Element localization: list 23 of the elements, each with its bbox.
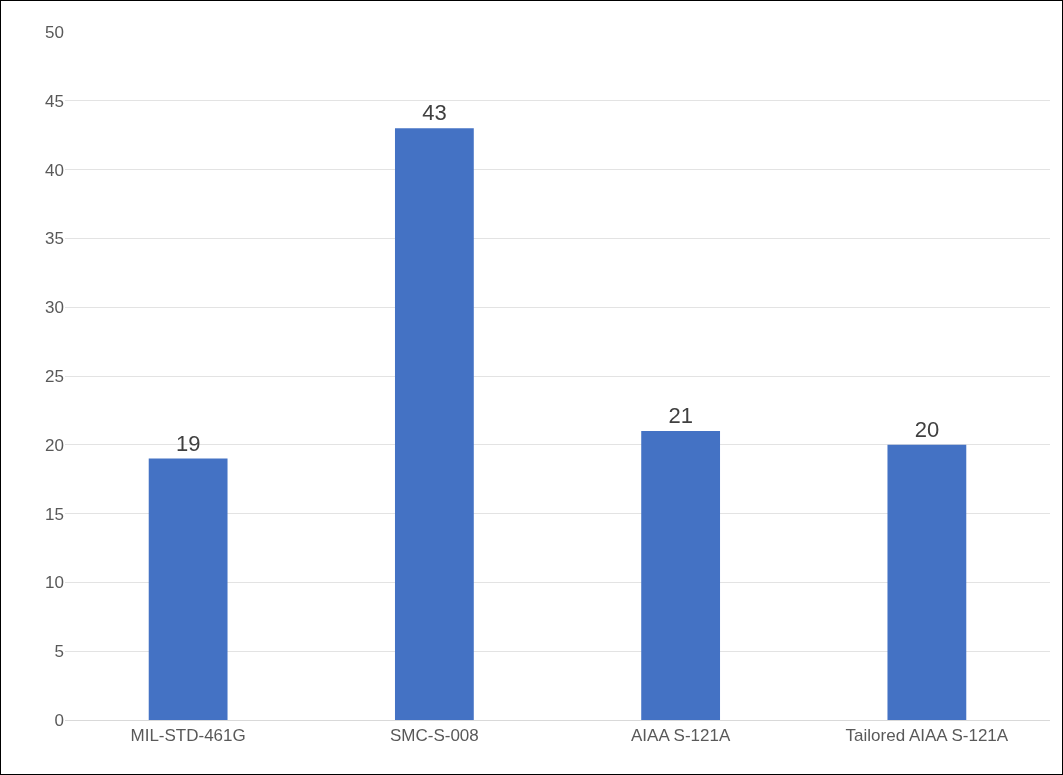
y-tick-label: 35 — [45, 229, 64, 249]
y-tick-label: 30 — [45, 298, 64, 318]
bar — [641, 431, 721, 720]
y-tick-label: 50 — [45, 22, 64, 42]
x-tick-label: MIL-STD-461G — [130, 726, 246, 746]
data-label: 20 — [914, 416, 940, 442]
data-label: 21 — [668, 403, 693, 429]
bar — [394, 128, 474, 720]
x-tick-label: AIAA S-121A — [631, 726, 731, 746]
x-tick-label: Tailored AIAA S-121A — [845, 726, 1009, 746]
y-tick-label: 5 — [54, 642, 64, 662]
y-tick-label: 40 — [45, 160, 64, 180]
x-tick-label: SMC-S-008 — [389, 726, 479, 746]
y-tick-label: 15 — [45, 504, 64, 524]
data-label: 19 — [175, 430, 201, 456]
bar — [148, 458, 228, 720]
y-tick-label: 45 — [45, 91, 64, 111]
y-tick-label: 0 — [54, 710, 64, 730]
data-label: 43 — [422, 100, 447, 126]
y-tick-label: 10 — [45, 573, 64, 593]
y-tick-label: 20 — [45, 435, 64, 455]
y-tick-label: 25 — [45, 366, 64, 386]
bar — [887, 444, 967, 720]
